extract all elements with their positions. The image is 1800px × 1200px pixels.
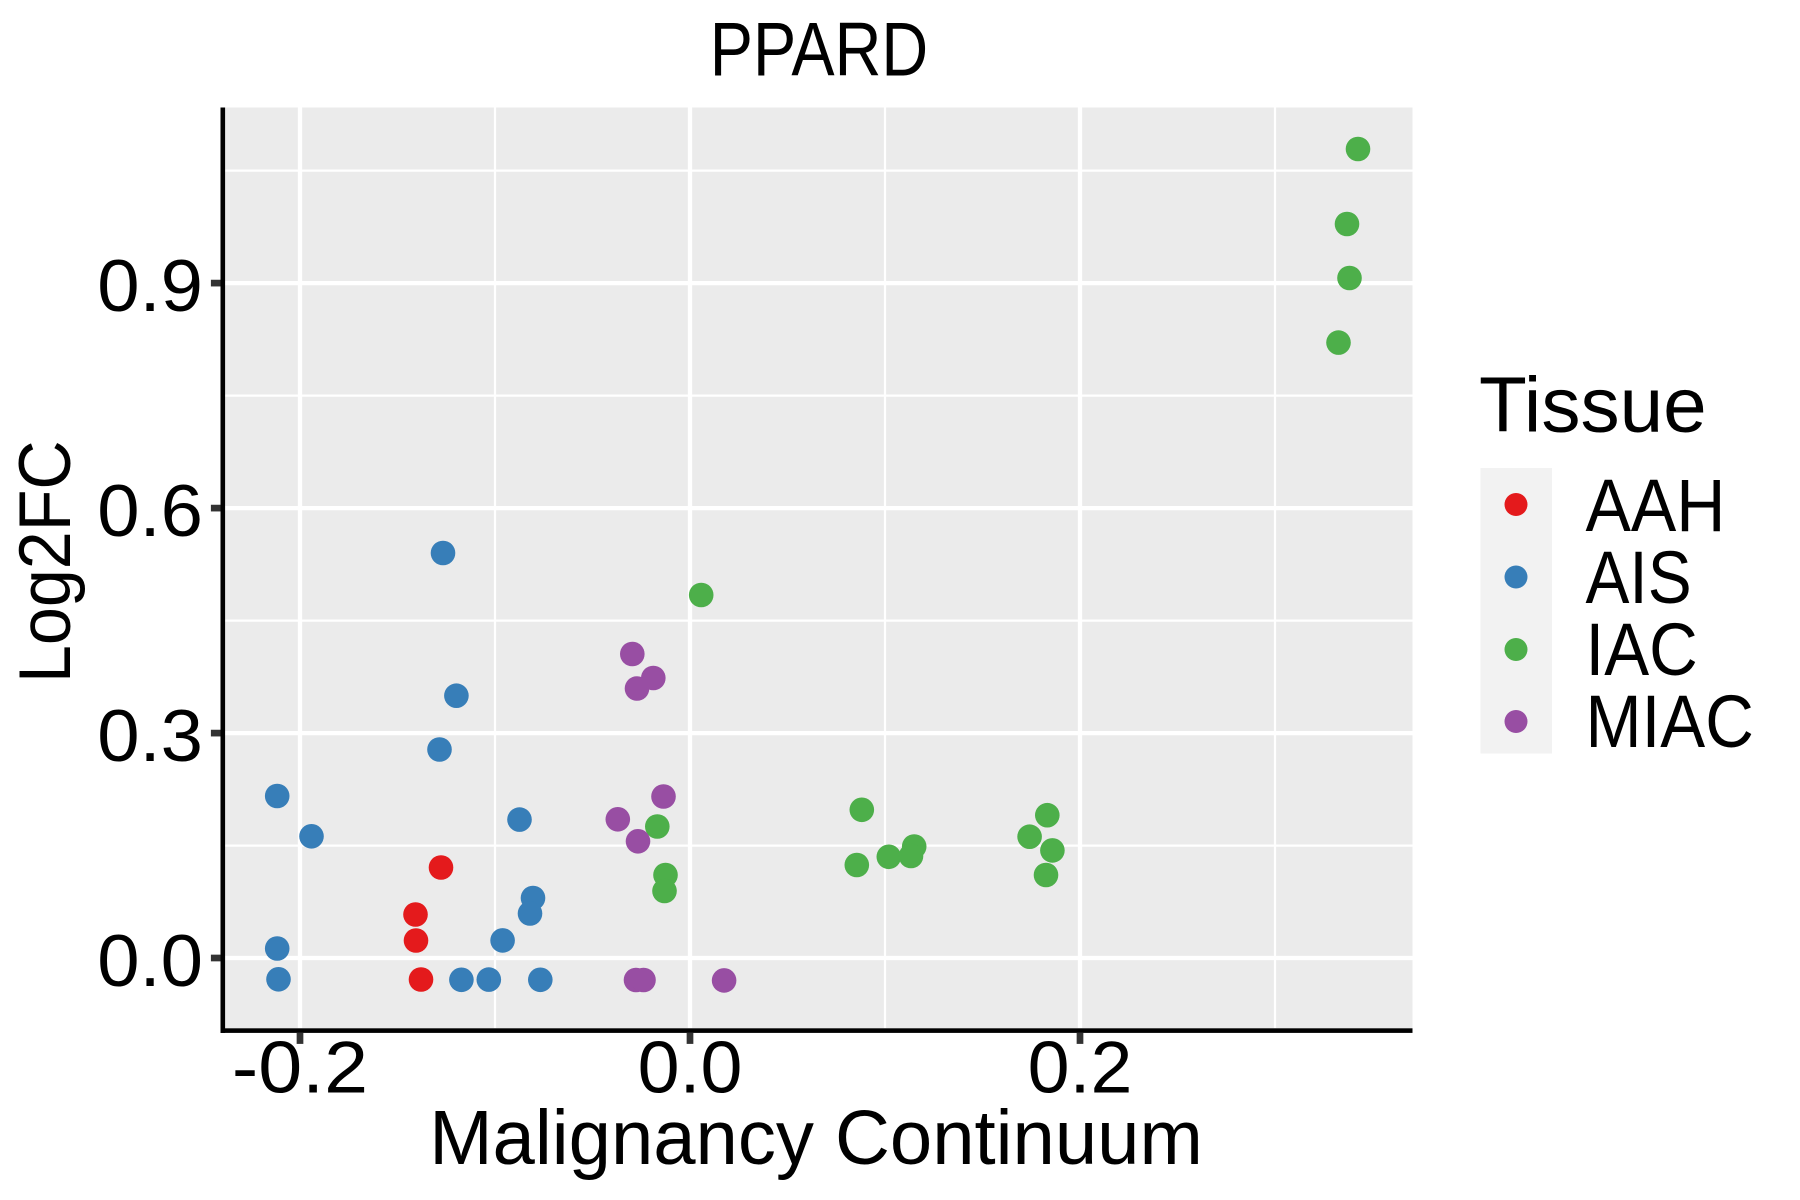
svg-text:0.6: 0.6 <box>97 469 203 551</box>
svg-text:0.0: 0.0 <box>638 1026 743 1108</box>
svg-text:0.2: 0.2 <box>1028 1026 1133 1108</box>
svg-text:0.0: 0.0 <box>97 919 203 1001</box>
svg-text:-0.2: -0.2 <box>232 1027 368 1109</box>
svg-text:Malignancy Continuum: Malignancy Continuum <box>429 1096 1203 1182</box>
svg-text:Tissue: Tissue <box>1479 361 1707 449</box>
svg-text:Log2FC: Log2FC <box>4 440 86 683</box>
svg-text:0.3: 0.3 <box>97 694 203 776</box>
svg-text:IAC: IAC <box>1586 608 1698 691</box>
svg-text:MIAC: MIAC <box>1586 680 1754 763</box>
svg-text:PPARD: PPARD <box>710 6 928 91</box>
svg-text:0.9: 0.9 <box>97 244 203 326</box>
svg-text:AIS: AIS <box>1586 536 1692 618</box>
svg-text:AAH: AAH <box>1586 465 1726 547</box>
